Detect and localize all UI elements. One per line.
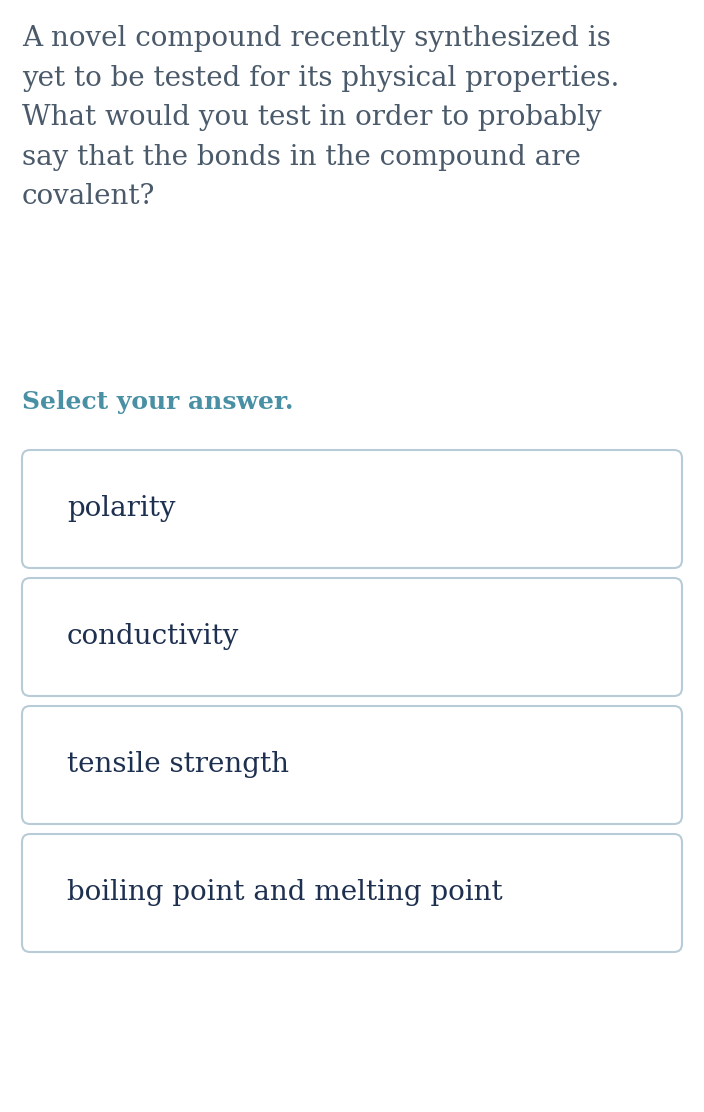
Text: polarity: polarity: [67, 496, 175, 523]
FancyBboxPatch shape: [22, 450, 682, 568]
Text: A novel compound recently synthesized is
yet to be tested for its physical prope: A novel compound recently synthesized is…: [22, 24, 620, 210]
Text: boiling point and melting point: boiling point and melting point: [67, 880, 503, 906]
Text: tensile strength: tensile strength: [67, 752, 289, 778]
Text: Select your answer.: Select your answer.: [22, 390, 294, 414]
FancyBboxPatch shape: [22, 706, 682, 824]
FancyBboxPatch shape: [22, 834, 682, 952]
FancyBboxPatch shape: [22, 578, 682, 696]
Text: conductivity: conductivity: [67, 624, 239, 651]
